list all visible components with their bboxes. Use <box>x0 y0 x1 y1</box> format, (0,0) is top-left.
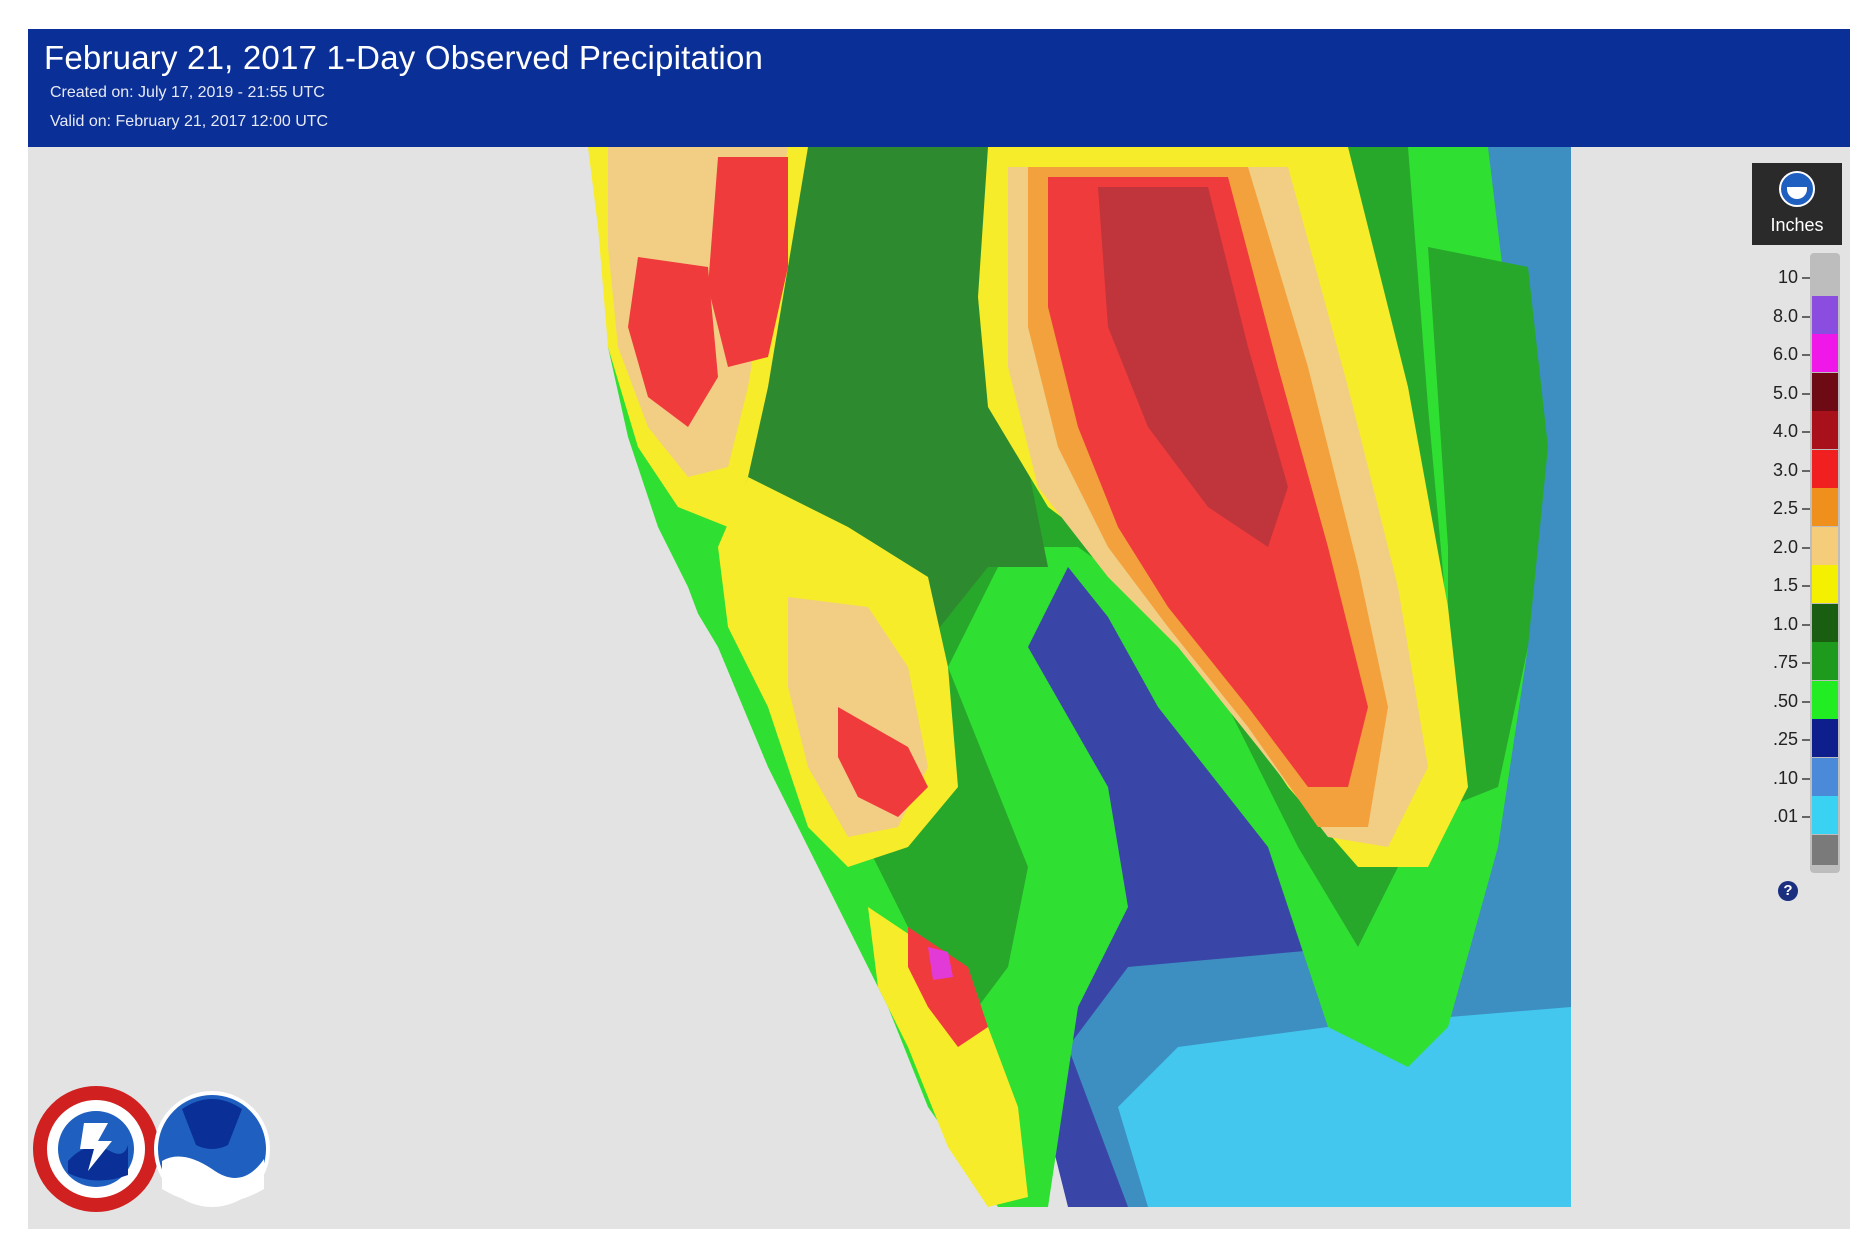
legend-tick <box>1802 392 1810 395</box>
region-magenta <box>928 947 953 980</box>
legend-label: 3.0 <box>1772 459 1798 480</box>
legend-tick <box>1802 700 1810 703</box>
legend-tick <box>1802 431 1810 433</box>
legend-tick <box>1802 739 1810 741</box>
legend-label: .01 <box>1772 806 1798 826</box>
legend-unit: Inches <box>1770 215 1824 235</box>
legend-tick <box>1802 354 1810 356</box>
national-weather-service-logo <box>33 1086 159 1212</box>
legend-swatch <box>1812 796 1838 834</box>
region-red-west2 <box>628 257 718 427</box>
legend-swatch <box>1812 449 1838 488</box>
legend-swatch <box>1812 295 1838 334</box>
legend-tick <box>1802 315 1810 318</box>
precipitation-map[interactable] <box>28 147 1850 1229</box>
legend-label: 4.0 <box>1772 421 1798 441</box>
created-timestamp: Created on: July 17, 2019 - 21:55 UTC <box>50 84 325 101</box>
logos <box>33 1086 270 1212</box>
region-light-cyan <box>1118 1007 1571 1207</box>
noaa-logo <box>154 1091 270 1207</box>
legend-label: .10 <box>1772 767 1798 788</box>
region-red-west <box>708 157 788 367</box>
header-banner: February 21, 2017 1-Day Observed Precipi… <box>28 29 1850 147</box>
legend-label: .25 <box>1772 729 1798 749</box>
legend-tick <box>1802 662 1810 664</box>
legend-swatch <box>1812 719 1838 757</box>
region-red-south <box>908 927 988 1047</box>
legend-label: .50 <box>1772 690 1798 711</box>
map-frame: February 21, 2017 1-Day Observed Precipi… <box>28 29 1850 1229</box>
legend-tick <box>1802 777 1810 780</box>
region-dark-red <box>1098 187 1288 547</box>
legend-swatch <box>1812 257 1838 295</box>
legend-swatch <box>1812 334 1838 372</box>
legend-label: 2.5 <box>1772 498 1798 518</box>
legend-header: Inches <box>1752 163 1842 245</box>
region-red-coast <box>838 707 928 817</box>
noaa-icon <box>1779 171 1815 207</box>
legend-swatch <box>1812 680 1838 719</box>
east-no-data <box>1571 147 1850 1229</box>
legend-label: 8.0 <box>1772 305 1798 326</box>
legend-tick <box>1802 277 1810 279</box>
legend-swatch <box>1812 565 1838 603</box>
legend-swatch <box>1812 642 1838 680</box>
legend-tick <box>1802 585 1810 587</box>
legend-swatch-lowest <box>1812 834 1838 865</box>
page-title: February 21, 2017 1-Day Observed Precipi… <box>44 39 764 76</box>
legend-label: 2.0 <box>1772 536 1798 557</box>
region-yellow-south <box>868 907 1028 1207</box>
legend-tick <box>1802 508 1810 510</box>
legend-swatch <box>1812 372 1838 411</box>
legend-swatch <box>1812 603 1838 642</box>
region-green-east <box>1428 247 1548 807</box>
legend-swatch <box>1812 757 1838 796</box>
legend-swatch <box>1812 411 1838 449</box>
legend-label: 10 <box>1777 267 1798 287</box>
legend-tick <box>1802 816 1810 818</box>
legend: Inches 10 8.0 6.0 5.0 4.0 3.0 2.5 2.0 1.5 1.0 .75.… <box>1744 163 1844 903</box>
legend-label: 6.0 <box>1772 344 1798 364</box>
legend-tick <box>1802 469 1810 472</box>
legend-tick <box>1802 546 1810 549</box>
legend-swatch <box>1812 526 1838 565</box>
question-icon[interactable]: ? <box>1778 881 1798 901</box>
valid-timestamp: Valid on: February 21, 2017 12:00 UTC <box>50 113 329 130</box>
legend-label: 1.0 <box>1772 613 1798 634</box>
legend-label: .75 <box>1772 652 1798 672</box>
legend-label: 1.5 <box>1772 575 1798 595</box>
legend-swatch <box>1812 488 1838 526</box>
ocean-mask <box>28 147 958 1229</box>
legend-tick <box>1802 623 1810 626</box>
legend-label: 5.0 <box>1772 382 1798 403</box>
